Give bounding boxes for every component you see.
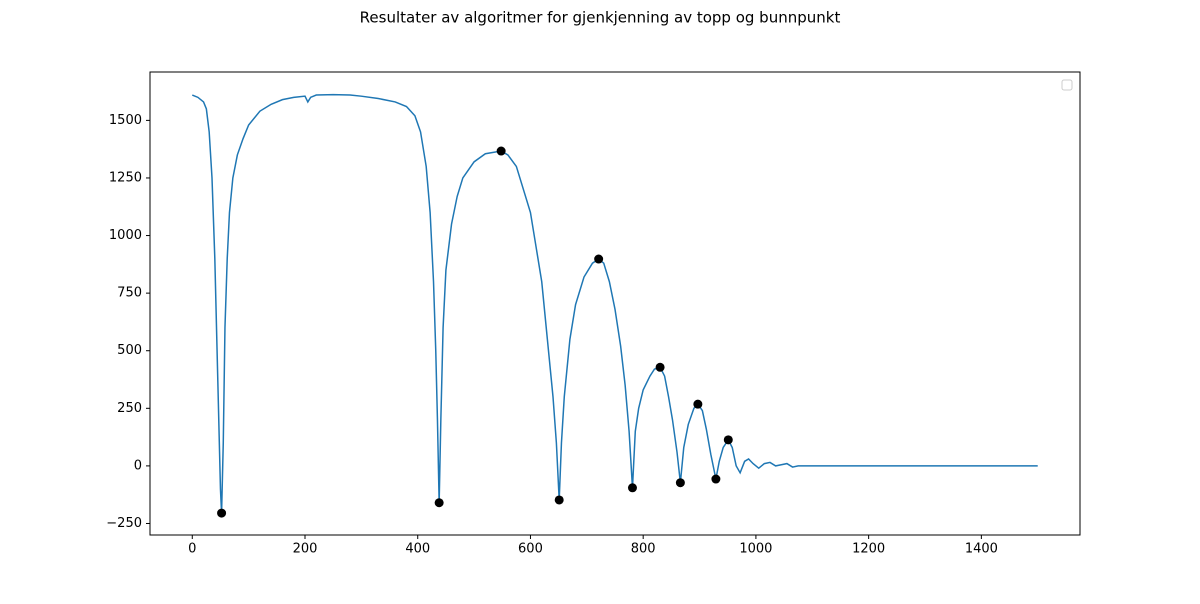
data-line bbox=[191, 93, 1038, 514]
chart-title: Resultater av algoritmer for gjenkjennin… bbox=[360, 9, 841, 27]
legend-box bbox=[1061, 79, 1073, 91]
x-tick-label: 400 bbox=[405, 542, 430, 557]
y-tick-label: 1250 bbox=[109, 170, 142, 185]
extremum-marker bbox=[594, 254, 604, 264]
y-tick-label: 0 bbox=[134, 458, 142, 473]
y-tick-label: 500 bbox=[117, 343, 142, 358]
y-tick-label: 250 bbox=[117, 401, 142, 416]
extremum-marker bbox=[217, 508, 227, 518]
extremum-marker bbox=[711, 474, 721, 484]
x-tick-label: 200 bbox=[293, 542, 318, 557]
extremum-marker bbox=[496, 146, 506, 156]
extremum-marker bbox=[655, 362, 665, 372]
extremum-marker bbox=[627, 483, 637, 493]
y-tick-label: 1500 bbox=[109, 113, 142, 128]
x-tick-label: 800 bbox=[631, 542, 656, 557]
x-tick-label: 1000 bbox=[739, 542, 772, 557]
extremum-marker bbox=[675, 478, 685, 488]
x-tick-label: 1400 bbox=[965, 542, 998, 557]
y-tick-label: −250 bbox=[106, 516, 142, 531]
x-tick-label: 0 bbox=[188, 542, 196, 557]
x-tick-label: 1200 bbox=[852, 542, 885, 557]
plot-frame bbox=[149, 71, 1081, 536]
extremum-marker bbox=[723, 435, 733, 445]
extremum-marker bbox=[434, 498, 444, 508]
x-tick-label: 600 bbox=[518, 542, 543, 557]
y-tick-label: 750 bbox=[117, 286, 142, 301]
y-tick-label: 1000 bbox=[109, 228, 142, 243]
extremum-marker bbox=[554, 495, 564, 505]
extremum-marker bbox=[693, 399, 703, 409]
